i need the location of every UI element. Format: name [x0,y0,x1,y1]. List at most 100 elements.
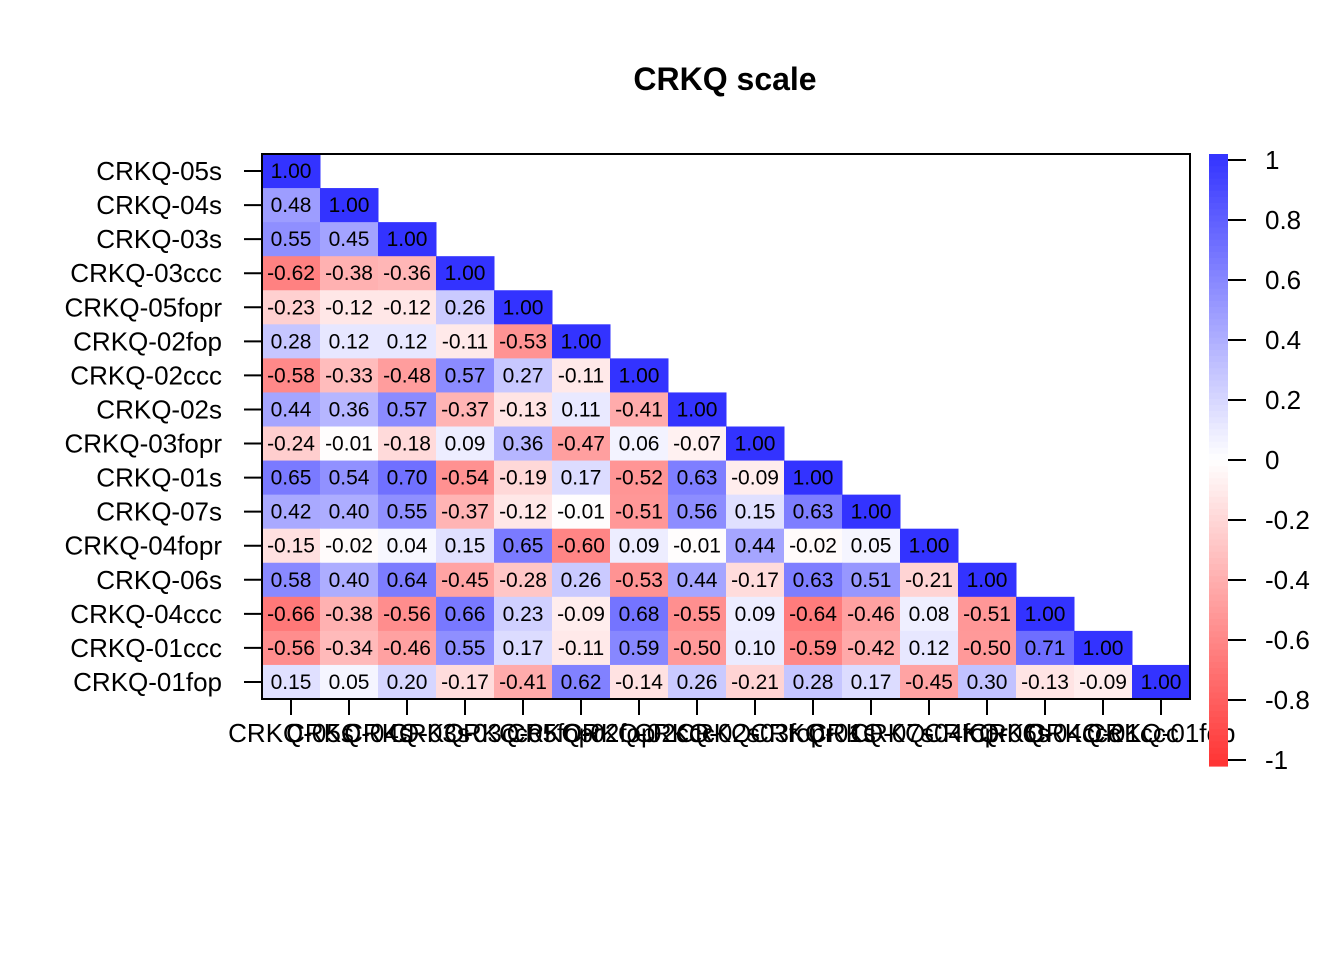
legend-tick-label: 0.4 [1265,325,1301,355]
column-label: CRKQ-04ccc [969,718,1121,748]
legend-color-step [1209,631,1228,639]
row-label: CRKQ-04fopr [65,531,223,561]
legend-color-step [1209,331,1228,339]
legend-color-step [1209,606,1228,614]
cell-value-label: 0.20 [387,671,428,694]
cell-value-label: -0.50 [673,637,721,660]
heatmap-cell [668,562,727,598]
cell-value-label: 0.17 [561,467,602,490]
cell-value-label: -0.11 [558,637,604,660]
legend-color-step [1209,557,1228,565]
heatmap-cell [494,290,553,325]
heatmap-cell [1016,664,1075,700]
cell-value-label: 0.09 [619,535,660,558]
heatmap-cell [1132,664,1191,700]
cell-value-label: 0.45 [329,228,370,251]
legend-color-step [1209,355,1228,363]
cell-value-label: 0.04 [387,535,428,558]
column-label: CRKQ-05s [228,718,354,748]
cell-value-label: -0.62 [267,262,315,285]
cell-value-label: -0.13 [1021,671,1069,694]
heatmap-cell [552,392,611,427]
legend-color-step [1209,380,1228,388]
cell-value-label: -0.41 [615,398,663,421]
cell-value-label: 1.00 [271,160,312,183]
heatmap-cell [262,324,321,359]
cell-value-label: 1.00 [909,535,950,558]
cell-value-label: -0.02 [325,535,373,558]
cell-value-label: -0.17 [441,671,489,694]
heatmap-cell [320,426,379,462]
heatmap-cell [668,494,727,530]
cell-value-label: 0.62 [561,671,602,694]
cell-value-label: 0.36 [503,433,544,456]
legend-color-step [1209,202,1228,210]
cell-value-label: 0.36 [329,398,370,421]
heatmap-cell [436,528,495,564]
cell-value-label: 1.00 [677,398,718,421]
cell-value-label: 0.44 [271,398,312,421]
heatmap-cell [552,324,611,359]
legend-color-step [1209,447,1228,455]
cell-value-label: 0.15 [271,671,312,694]
color-legend: 1 0.8 0.6 0.4 0.2 0 -0.2 -0.4 -0.6 -0.8 -1 [1209,145,1310,775]
heatmap-cell [378,290,437,325]
heatmap-cell [436,392,495,427]
heatmap-cell [262,460,321,496]
heatmap-cell [262,664,321,700]
cell-value-label: -0.12 [499,501,547,524]
heatmap-cell [726,596,785,632]
heatmap-cell [610,664,669,700]
legend-color-step [1209,655,1228,663]
legend-color-step [1209,515,1228,522]
legend-color-step [1209,404,1228,412]
legend-color-step [1209,729,1228,736]
cell-value-label: 0.66 [445,603,486,626]
cell-value-label: 0.55 [271,228,312,251]
legend-color-step [1209,619,1228,626]
cell-value-label: 1.00 [851,501,892,524]
cell-value-label: -0.14 [615,671,663,694]
legend-color-step [1209,288,1228,296]
heatmap-cell [436,494,495,530]
heatmap-cell [610,392,669,427]
legend-color-step [1209,221,1228,229]
heatmap-cell [320,664,379,700]
heatmap-cell [262,562,321,598]
heatmap-cell [436,358,495,393]
column-label: CRKQ-03fopr [676,718,834,748]
heatmap-cell [610,528,669,564]
heatmap-cell [494,596,553,632]
legend-color-step [1209,392,1228,400]
row-axis: CRKQ-05s CRKQ-04s CRKQ-03s CRKQ-03ccc CRKQ-0… [65,156,262,697]
heatmap-cell [726,664,785,700]
cell-value-label: -0.41 [499,671,547,694]
cell-value-label: -0.28 [499,569,547,592]
heatmap-cell [1016,596,1075,632]
heatmap-cell [784,630,843,666]
legend-tick-label: 1 [1265,145,1279,175]
heatmap-cell [552,358,611,393]
column-label: CRKQ-02s [634,718,760,748]
legend-color-step [1209,747,1228,755]
cell-value-label: 0.48 [271,194,312,217]
row-label: CRKQ-05s [96,156,222,186]
heatmap-cell [436,290,495,325]
cell-value-label: -0.09 [557,603,605,626]
legend-tick-label: -0.8 [1265,685,1310,715]
legend-color-step [1209,545,1228,553]
legend-color-step [1209,753,1228,761]
column-label: CRKQ-03s [344,718,470,748]
heatmap-cell [494,392,553,427]
heatmap-cell [610,426,669,462]
legend-color-step [1209,411,1228,418]
legend-color-step [1209,661,1228,669]
row-label: CRKQ-02fop [73,326,222,356]
heatmap-cell [436,664,495,700]
heatmap-cell [494,494,553,530]
cell-value-label: 0.27 [503,364,544,387]
cell-value-label: 1.00 [793,467,834,490]
cell-value-label: -0.45 [441,569,489,592]
legend-tick-label: 0.6 [1265,265,1301,295]
